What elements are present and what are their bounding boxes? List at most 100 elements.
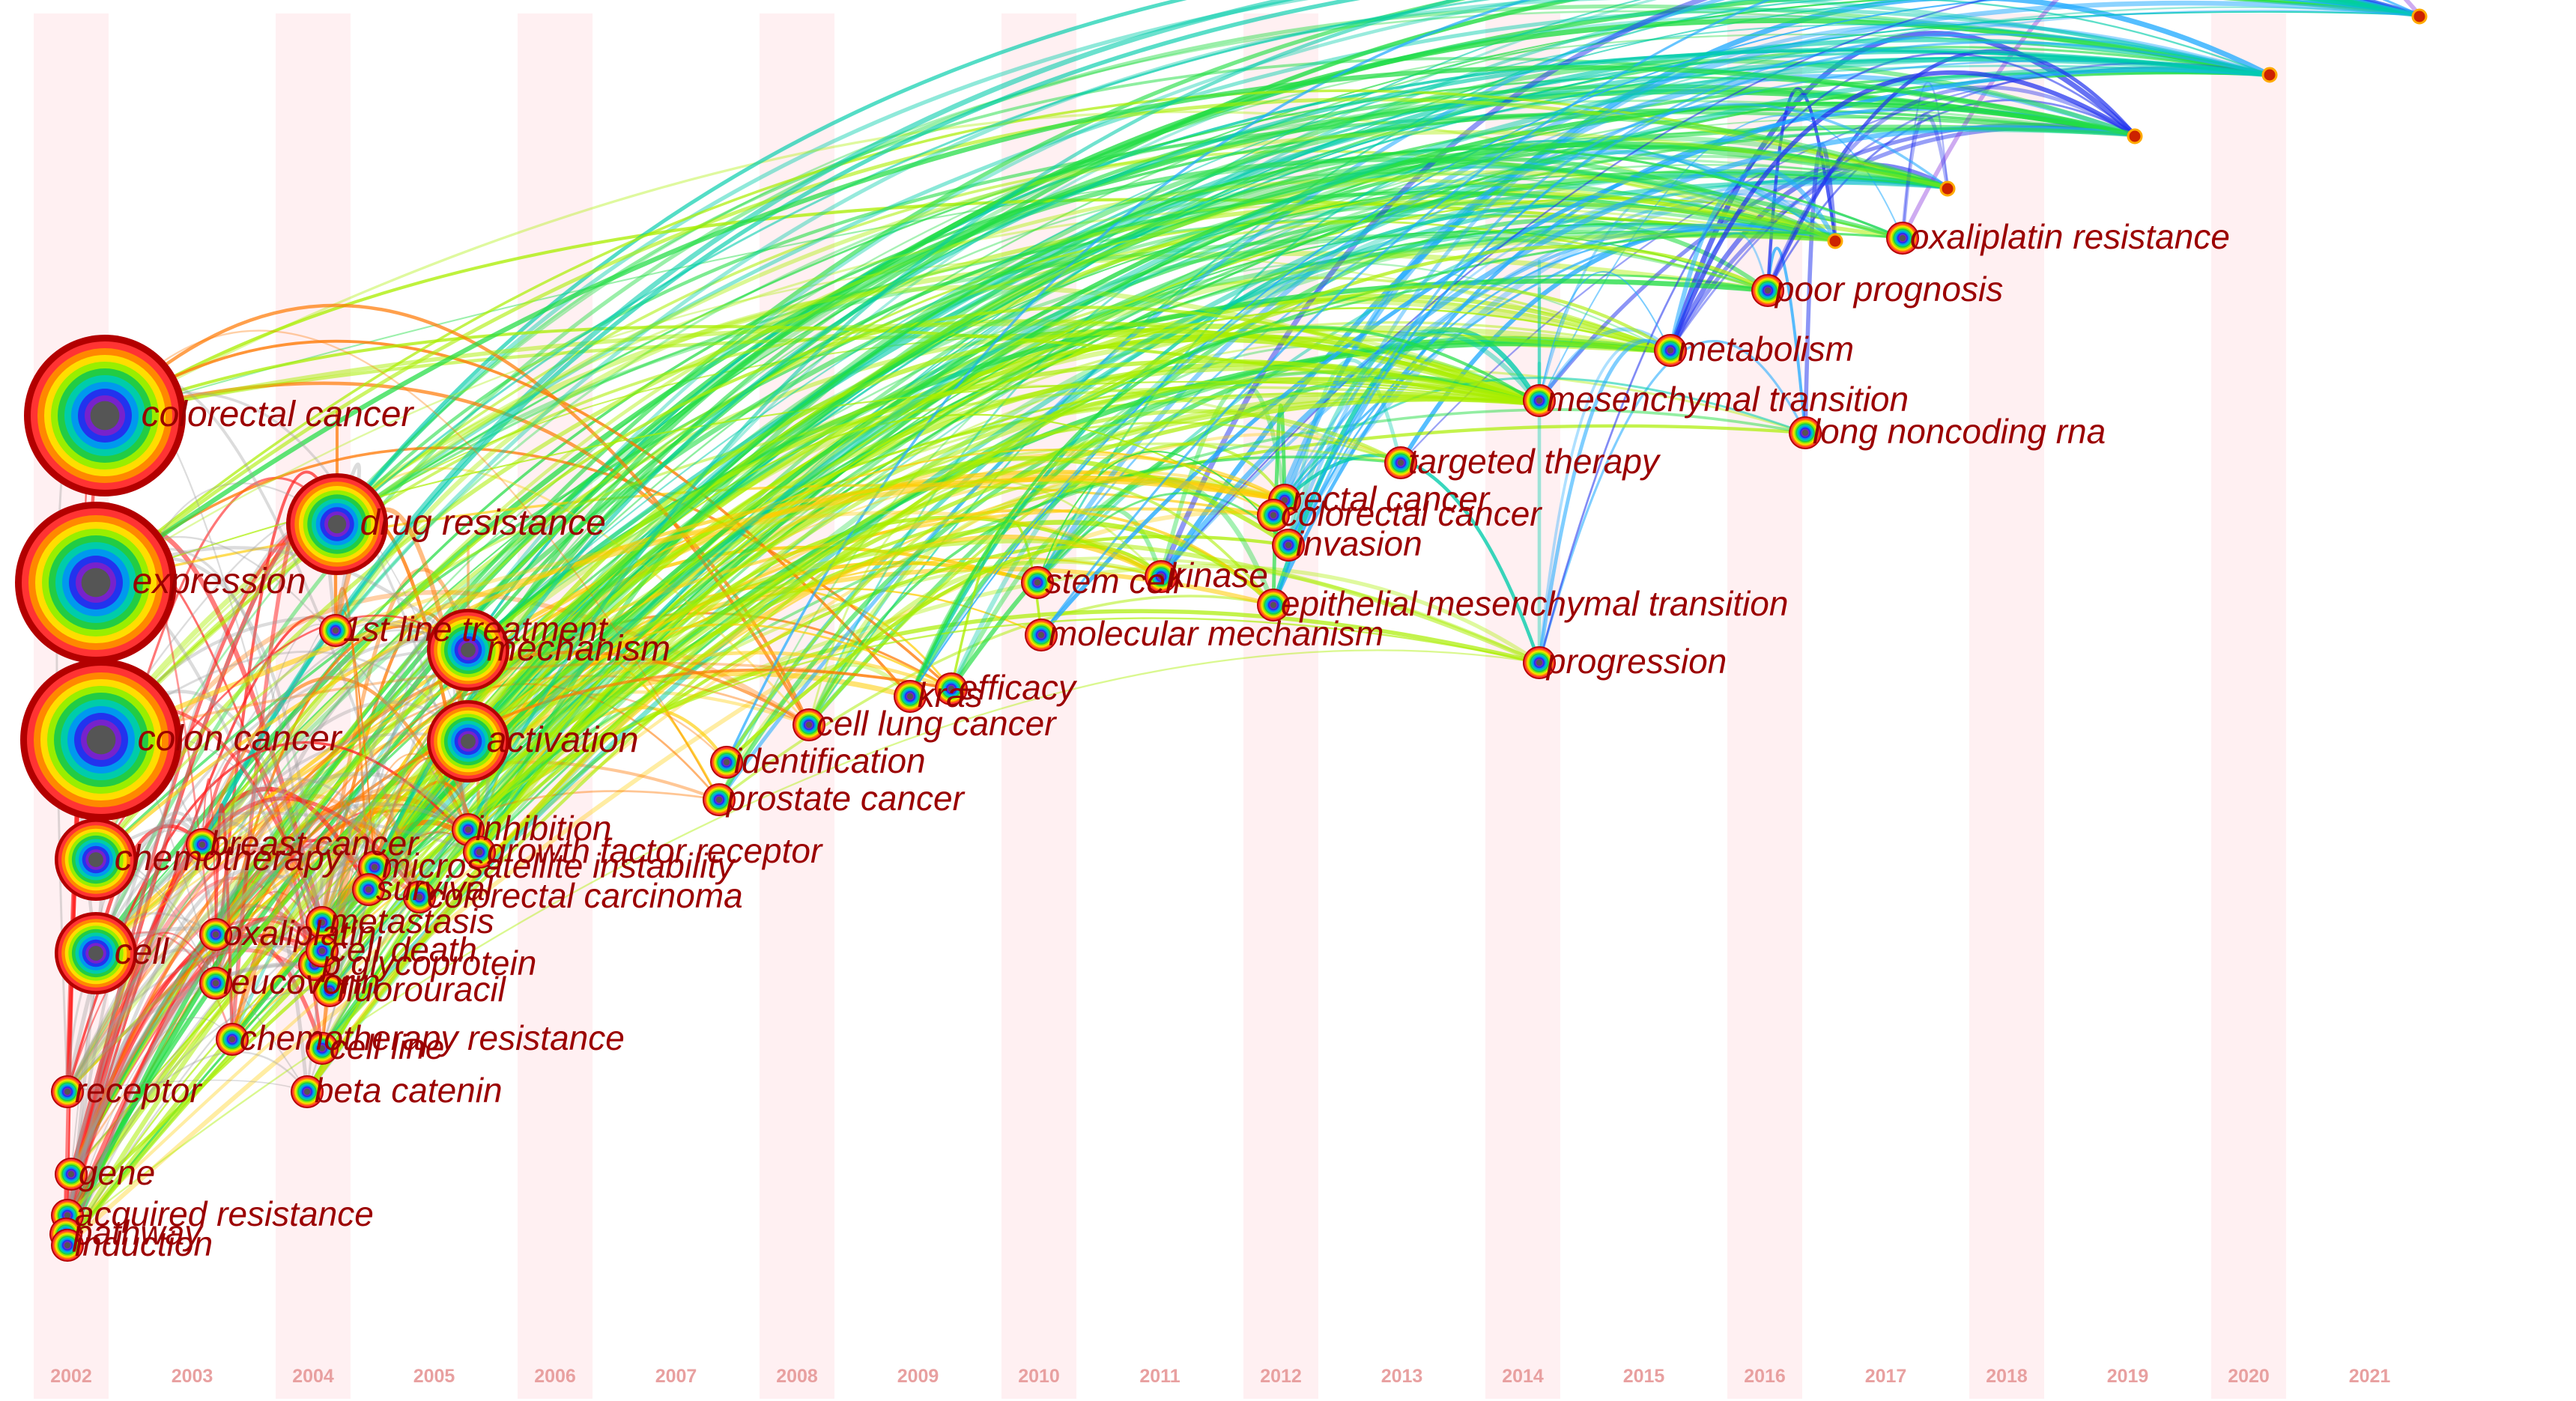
node-core xyxy=(1667,347,1673,353)
keyword-node[interactable] xyxy=(1751,274,1784,307)
keyword-node[interactable] xyxy=(1021,566,1054,599)
keyword-node[interactable] xyxy=(1886,222,1919,255)
keyword-label: pathway xyxy=(72,1213,204,1252)
node-core xyxy=(372,864,378,870)
keyword-node[interactable] xyxy=(55,912,137,994)
keyword-node[interactable] xyxy=(793,708,825,741)
keyword-node[interactable] xyxy=(1257,499,1290,532)
keyword-node[interactable] xyxy=(1025,619,1058,651)
keyword-node[interactable] xyxy=(306,934,339,967)
keyword-node[interactable] xyxy=(403,881,436,914)
keyword-node[interactable] xyxy=(703,783,736,816)
keyword-label: epithelial mesenchymal transition xyxy=(1281,584,1789,623)
node-core xyxy=(1398,460,1404,466)
keyword-node[interactable] xyxy=(1384,446,1417,479)
keyword-label: receptor xyxy=(75,1071,202,1110)
co-occurrence-link xyxy=(909,9,2420,697)
keyword-node[interactable] xyxy=(55,1158,88,1191)
co-occurrence-link xyxy=(65,397,1540,1247)
year-label-2013: 2013 xyxy=(1381,1366,1423,1387)
keyword-node[interactable] xyxy=(199,918,232,951)
keyword-label: survival xyxy=(376,869,494,908)
co-occurrence-link xyxy=(103,339,912,698)
keyword-node[interactable] xyxy=(463,836,496,869)
keyword-node[interactable] xyxy=(199,967,232,1000)
keyword-node[interactable] xyxy=(1257,589,1290,622)
keyword-node[interactable] xyxy=(1789,416,1822,449)
co-occurrence-link xyxy=(334,0,2270,632)
keyword-node-small[interactable] xyxy=(1827,233,1843,249)
year-label-2016: 2016 xyxy=(1744,1366,1786,1387)
keyword-node[interactable] xyxy=(894,680,927,713)
co-occurrence-link xyxy=(94,648,469,954)
keyword-node[interactable] xyxy=(51,1075,84,1108)
co-occurrence-link xyxy=(213,142,1948,985)
co-occurrence-link xyxy=(70,650,810,1175)
node-core xyxy=(1900,235,1906,241)
co-occurrence-link xyxy=(807,479,1162,726)
keyword-node[interactable] xyxy=(313,974,346,1007)
node-core xyxy=(64,1242,70,1248)
year-label-2009: 2009 xyxy=(897,1366,939,1387)
co-occurrence-link xyxy=(305,183,1836,1093)
keyword-node[interactable] xyxy=(306,1032,339,1065)
keyword-node[interactable] xyxy=(216,1023,249,1056)
keyword-label: growth factor receptor xyxy=(487,831,823,870)
keyword-node[interactable] xyxy=(319,614,352,647)
node-core xyxy=(86,725,116,755)
year-label-2015: 2015 xyxy=(1623,1366,1665,1387)
keyword-label: efficacy xyxy=(959,668,1078,707)
keyword-node[interactable] xyxy=(427,700,509,782)
keyword-node-small[interactable] xyxy=(2411,8,2428,25)
keyword-node-small[interactable] xyxy=(2127,128,2143,145)
keyword-node[interactable] xyxy=(1523,646,1556,679)
co-occurrence-link xyxy=(200,0,2420,846)
keyword-node[interactable] xyxy=(1272,529,1305,562)
node-core xyxy=(465,827,471,833)
keyword-node[interactable] xyxy=(286,473,388,575)
node-core xyxy=(416,894,422,900)
node-core xyxy=(333,627,339,633)
co-occurrence-link xyxy=(807,455,1401,726)
co-occurrence-link xyxy=(94,854,218,955)
co-occurrence-link xyxy=(725,480,1275,764)
keyword-node[interactable] xyxy=(55,818,137,901)
keyword-node-small[interactable] xyxy=(2261,67,2278,83)
co-occurrence-link xyxy=(66,875,324,1246)
keyword-node[interactable] xyxy=(427,609,509,691)
node-core xyxy=(724,759,730,765)
co-occurrence-link xyxy=(94,199,1903,861)
co-occurrence-link xyxy=(366,55,2270,892)
keyword-node[interactable] xyxy=(1523,384,1556,417)
keyword-node[interactable] xyxy=(935,672,968,705)
co-occurrence-link xyxy=(1538,338,1672,663)
co-occurrence-link xyxy=(320,67,2270,1051)
keyword-node[interactable] xyxy=(710,746,743,779)
keyword-node[interactable] xyxy=(1145,560,1178,593)
co-occurrence-link xyxy=(1272,228,1836,606)
keyword-node[interactable] xyxy=(306,906,339,939)
node-core xyxy=(1158,574,1164,580)
keyword-node[interactable] xyxy=(15,502,177,663)
co-occurrence-link xyxy=(466,156,1837,743)
co-occurrence-link xyxy=(467,705,728,831)
year-bands xyxy=(34,13,2286,1399)
keyword-node[interactable] xyxy=(20,659,182,821)
keyword-node-small[interactable] xyxy=(1939,180,1956,197)
year-label-2005: 2005 xyxy=(413,1366,455,1387)
keyword-node[interactable] xyxy=(352,873,385,906)
keyword-node[interactable] xyxy=(51,1229,84,1262)
co-occurrence-link xyxy=(1040,0,2420,636)
co-occurrence-link xyxy=(65,178,1836,1093)
co-occurrence-link xyxy=(66,945,323,1092)
keyword-node[interactable] xyxy=(24,335,186,496)
co-occurrence-link xyxy=(1668,70,2136,352)
keyword-label: long noncoding rna xyxy=(1813,412,2106,451)
co-occurrence-link xyxy=(467,148,1903,743)
keyword-label: cell lung cancer xyxy=(816,704,1057,743)
keyword-node[interactable] xyxy=(186,828,219,861)
co-occurrence-link xyxy=(94,65,2136,585)
keyword-node[interactable] xyxy=(291,1075,324,1108)
co-occurrence-link xyxy=(70,1051,308,1175)
keyword-node[interactable] xyxy=(1654,334,1687,367)
